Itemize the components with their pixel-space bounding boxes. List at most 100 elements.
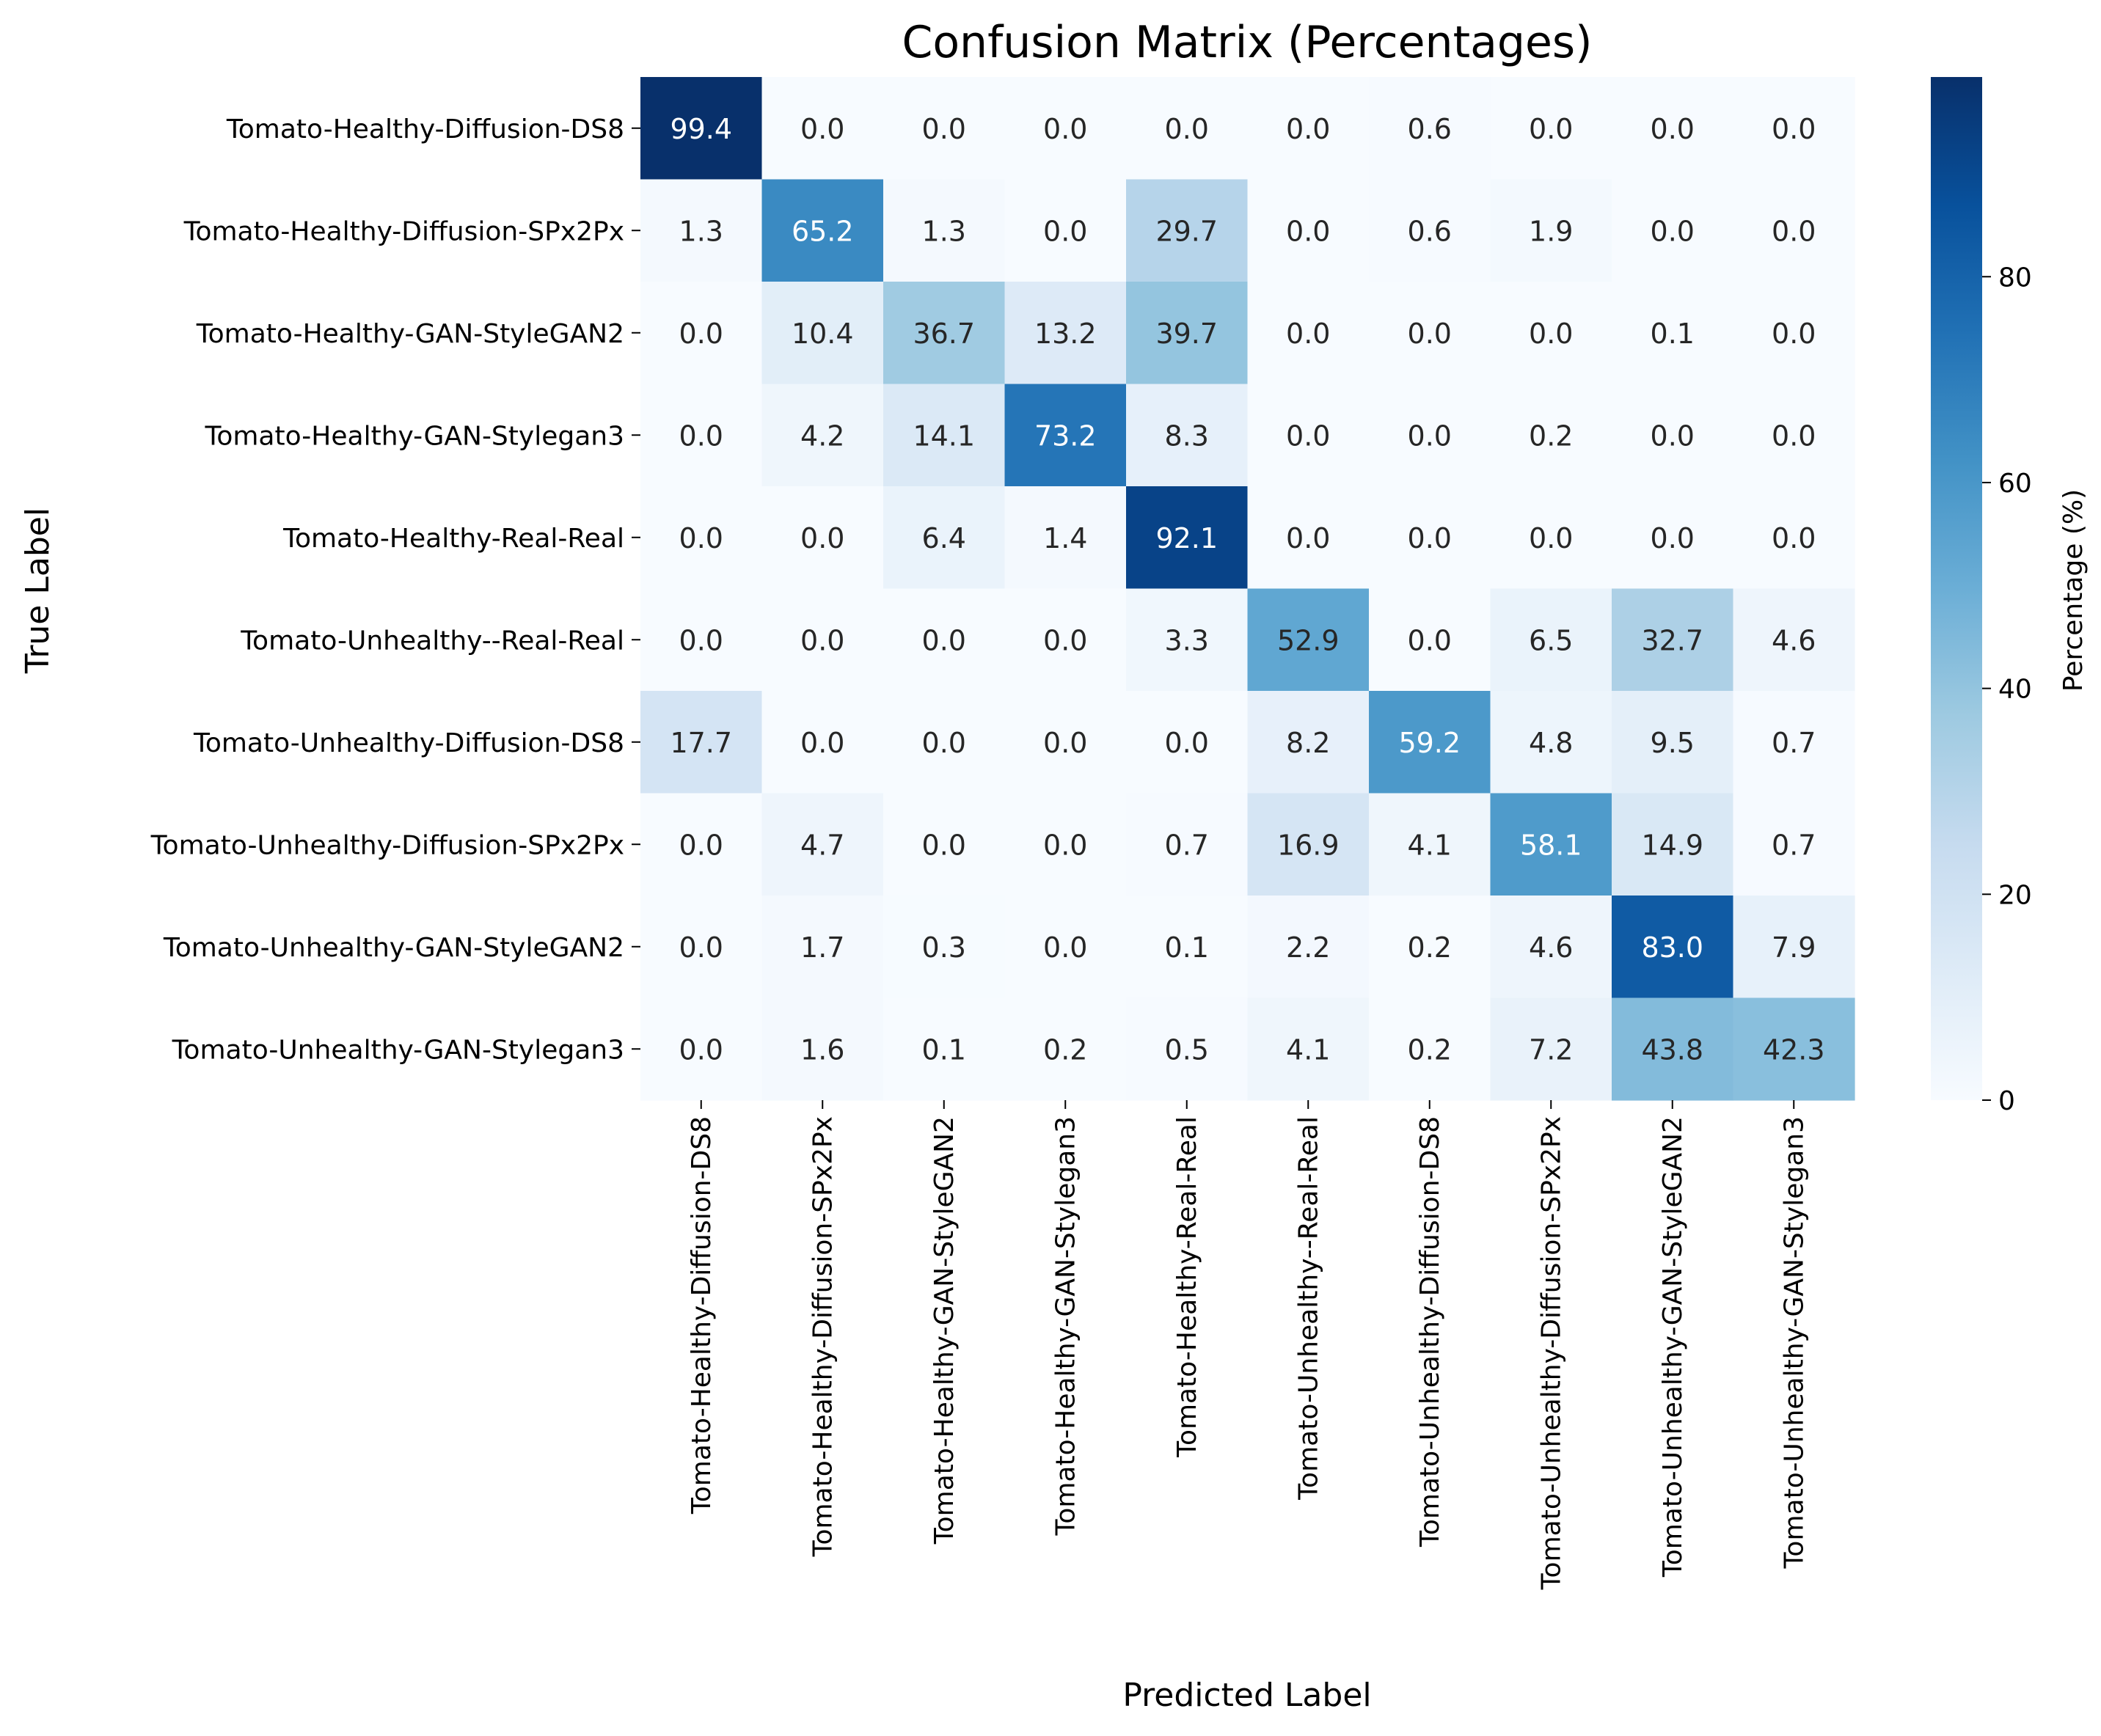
heatmap-cell bbox=[1612, 691, 1734, 794]
y-tick-label: Tomato-Healthy-Real-Real bbox=[282, 524, 624, 554]
heatmap-cell bbox=[1733, 77, 1855, 180]
heatmap-cell bbox=[640, 77, 763, 180]
cell-value-label: 0.3 bbox=[922, 931, 966, 964]
heatmap-cell bbox=[1733, 588, 1855, 692]
x-tick-label: Tomato-Unhealthy-GAN-Stylegan3 bbox=[1779, 1116, 1809, 1569]
y-tick-label: Tomato-Healthy-GAN-Stylegan3 bbox=[204, 421, 624, 451]
heatmap-cell bbox=[640, 691, 763, 794]
cell-value-label: 0.1 bbox=[1165, 931, 1209, 964]
cell-value-label: 10.4 bbox=[792, 318, 854, 350]
heatmap-cell bbox=[883, 997, 1006, 1101]
heatmap-cell bbox=[640, 896, 763, 999]
heatmap-cell bbox=[1247, 179, 1370, 282]
heatmap-cell bbox=[1126, 691, 1249, 794]
cell-value-label: 0.0 bbox=[1043, 931, 1087, 964]
heatmap-cell bbox=[1369, 77, 1491, 180]
cell-value-label: 0.7 bbox=[1772, 829, 1816, 861]
heatmap-cell bbox=[1612, 384, 1734, 487]
heatmap-cell bbox=[1612, 77, 1734, 180]
colorbar: 0 20 40 60 80 Percentage (%) bbox=[1931, 77, 2089, 1116]
cell-value-label: 4.6 bbox=[1772, 624, 1816, 656]
heatmap-cell bbox=[1126, 282, 1249, 385]
heatmap-cell bbox=[1369, 486, 1491, 590]
x-tick-label: Tomato-Healthy-Real-Real bbox=[1172, 1116, 1202, 1458]
heatmap-cell bbox=[1004, 896, 1127, 999]
cell-value-label: 0.1 bbox=[922, 1033, 966, 1066]
heatmap-cell bbox=[761, 179, 884, 282]
heatmap-cell bbox=[1247, 384, 1370, 487]
cell-value-label: 0.5 bbox=[1165, 1033, 1209, 1066]
heatmap-cell bbox=[1733, 997, 1855, 1101]
cell-value-label: 52.9 bbox=[1277, 624, 1340, 656]
heatmap-cell bbox=[1126, 384, 1249, 487]
heatmap-cell bbox=[1126, 896, 1249, 999]
cell-value-label: 0.0 bbox=[1408, 624, 1452, 656]
cell-value-label: 0.0 bbox=[1772, 420, 1816, 452]
heatmap-cell bbox=[1369, 691, 1491, 794]
cell-value-label: 1.9 bbox=[1529, 215, 1573, 247]
heatmap-cell bbox=[640, 997, 763, 1101]
heatmap-cell bbox=[761, 896, 884, 999]
x-tick-label: Tomato-Unhealthy--Real-Real bbox=[1293, 1116, 1323, 1501]
cell-value-label: 43.8 bbox=[1641, 1033, 1703, 1066]
heatmap-cell bbox=[1490, 896, 1612, 999]
heatmap-cell bbox=[640, 282, 763, 385]
heatmap-cell bbox=[1004, 691, 1127, 794]
heatmap-cell bbox=[640, 588, 763, 692]
cell-value-label: 0.0 bbox=[1043, 215, 1087, 247]
cell-value-label: 0.0 bbox=[1165, 113, 1209, 145]
cell-value-label: 0.0 bbox=[679, 420, 723, 452]
cell-value-label: 9.5 bbox=[1651, 727, 1695, 759]
cell-value-label: 14.9 bbox=[1641, 829, 1703, 861]
heatmap-cell bbox=[1004, 997, 1127, 1101]
cell-value-label: 0.0 bbox=[679, 931, 723, 964]
cell-value-labels: 99.4 0.0 0.0 0.0 0.0 0.0 0.6 0.0 0.0 0.0 1.3 65.2 1.… bbox=[670, 113, 1824, 1066]
cell-value-label: 0.0 bbox=[800, 624, 844, 656]
heatmap-cell bbox=[1490, 384, 1612, 487]
heatmap-cell bbox=[1004, 486, 1127, 590]
x-tick-label: Tomato-Healthy-Diffusion-SPx2Px bbox=[808, 1116, 838, 1557]
cell-value-label: 0.0 bbox=[1286, 215, 1330, 247]
cell-value-label: 17.7 bbox=[670, 727, 732, 759]
y-tick-label: Tomato-Unhealthy-Diffusion-DS8 bbox=[193, 728, 624, 758]
heatmap-cell bbox=[1004, 282, 1127, 385]
heatmap-cell bbox=[1247, 588, 1370, 692]
heatmap-cell bbox=[1004, 793, 1127, 896]
y-tick-label: Tomato-Unhealthy-GAN-StyleGAN2 bbox=[163, 933, 624, 963]
heatmap-cell bbox=[883, 179, 1006, 282]
colorbar-ticks: 0 20 40 60 80 bbox=[1982, 263, 2032, 1116]
x-tick-label: Tomato-Unhealthy-Diffusion-SPx2Px bbox=[1536, 1116, 1566, 1590]
y-tick-label: Tomato-Healthy-GAN-StyleGAN2 bbox=[196, 319, 624, 349]
cell-value-label: 0.0 bbox=[1043, 113, 1087, 145]
heatmap-cell bbox=[1247, 486, 1370, 590]
heatmap-cell bbox=[1490, 793, 1612, 896]
cell-value-label: 0.0 bbox=[1408, 522, 1452, 554]
cell-value-label: 0.0 bbox=[1043, 829, 1087, 861]
cell-value-label: 0.0 bbox=[922, 624, 966, 656]
colorbar-tick-label: 60 bbox=[1998, 469, 2032, 499]
heatmap-cell bbox=[761, 793, 884, 896]
heatmap-cell bbox=[1369, 179, 1491, 282]
cell-value-label: 0.0 bbox=[679, 318, 723, 350]
heatmap-cell bbox=[1004, 384, 1127, 487]
heatmap-cell bbox=[883, 77, 1006, 180]
cell-value-label: 0.0 bbox=[1772, 215, 1816, 247]
cell-value-label: 6.5 bbox=[1529, 624, 1573, 656]
cell-value-label: 1.4 bbox=[1043, 522, 1087, 554]
cell-value-label: 32.7 bbox=[1641, 624, 1703, 656]
cell-value-label: 0.0 bbox=[679, 522, 723, 554]
heatmap-cell bbox=[1369, 896, 1491, 999]
cell-value-label: 0.7 bbox=[1772, 727, 1816, 759]
cell-value-label: 0.0 bbox=[922, 727, 966, 759]
cell-value-label: 0.0 bbox=[1165, 727, 1209, 759]
colorbar-tick-label: 80 bbox=[1998, 263, 2032, 293]
cell-value-label: 0.0 bbox=[800, 727, 844, 759]
heatmap-cell bbox=[1247, 793, 1370, 896]
cell-value-label: 0.6 bbox=[1408, 113, 1452, 145]
heatmap-cell bbox=[1490, 691, 1612, 794]
cell-value-label: 7.2 bbox=[1529, 1033, 1573, 1066]
cell-value-label: 1.3 bbox=[679, 215, 723, 247]
cell-value-label: 13.2 bbox=[1034, 318, 1097, 350]
colorbar-tick-label: 20 bbox=[1998, 880, 2032, 910]
